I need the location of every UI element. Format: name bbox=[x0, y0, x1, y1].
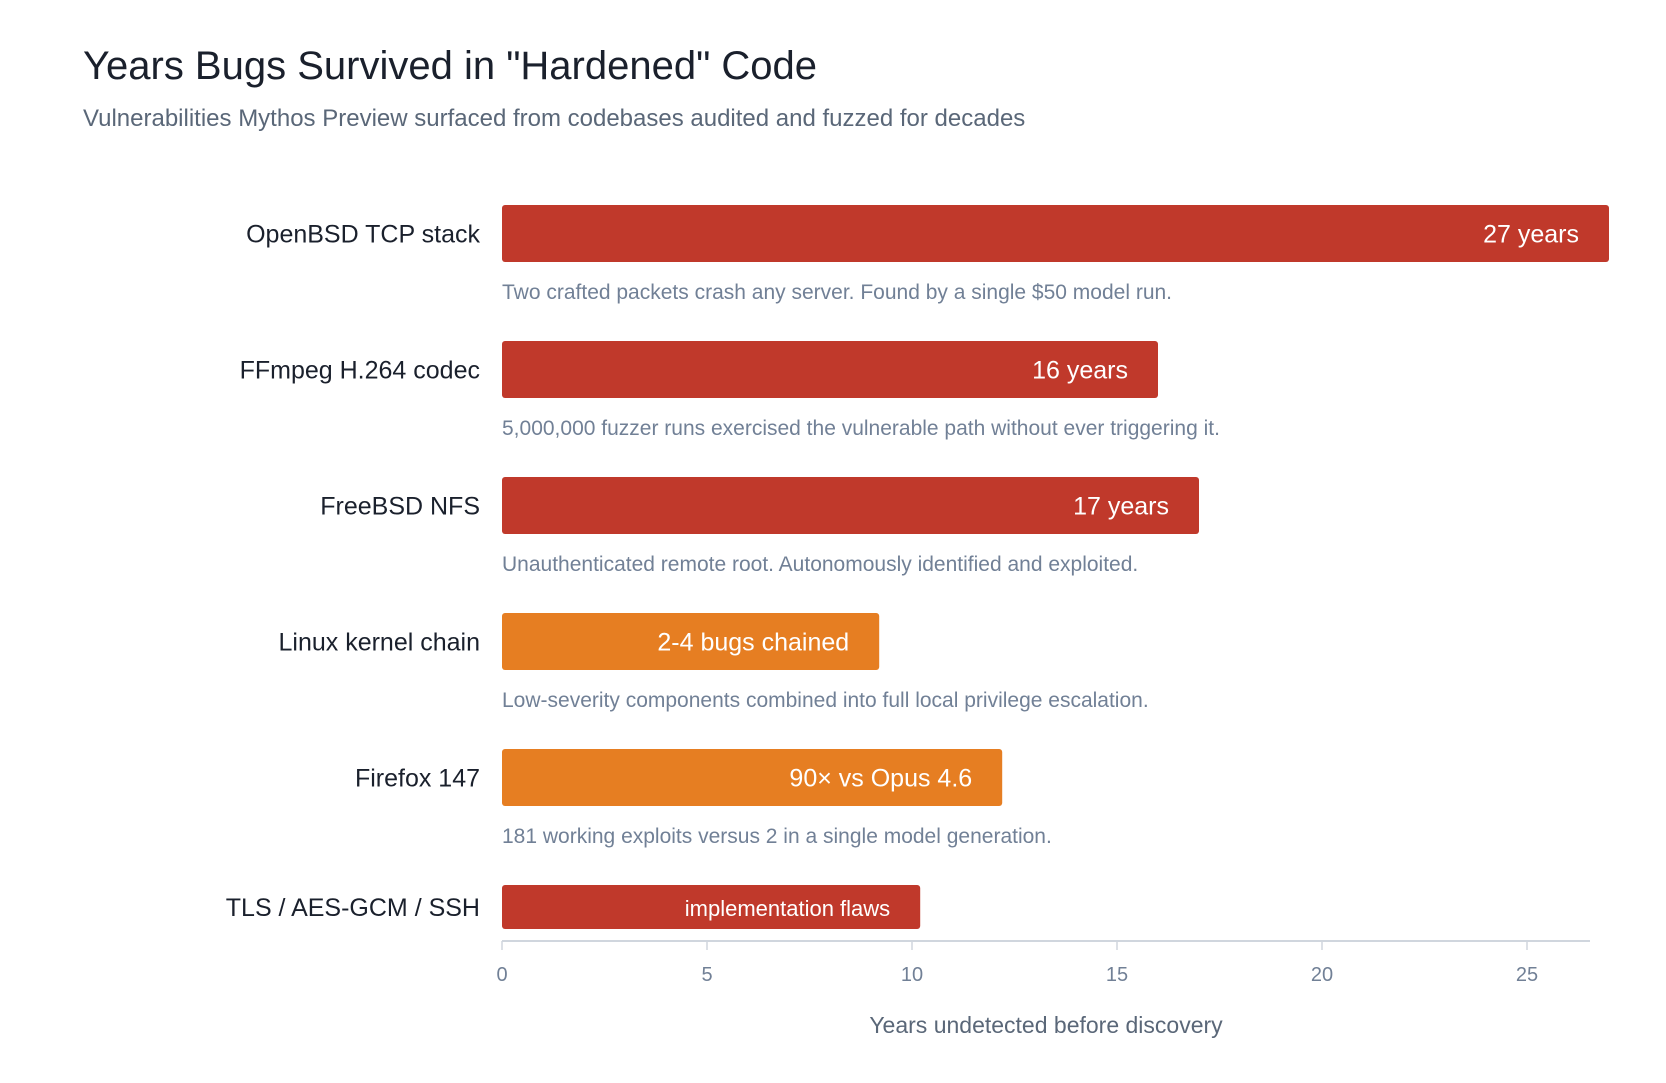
x-tick-label: 25 bbox=[1516, 964, 1538, 986]
x-tick-label: 5 bbox=[701, 964, 712, 986]
x-tick-label: 10 bbox=[901, 964, 923, 986]
bar-value-label: 2-4 bugs chained bbox=[657, 629, 849, 657]
bar-description: 5,000,000 fuzzer runs exercised the vuln… bbox=[502, 417, 1220, 440]
category-label: TLS / AES-GCM / SSH bbox=[226, 894, 480, 922]
chart-title: Years Bugs Survived in "Hardened" Code bbox=[83, 44, 818, 88]
bar-description: Two crafted packets crash any server. Fo… bbox=[502, 281, 1172, 304]
bar-value-label: 17 years bbox=[1073, 493, 1169, 521]
category-label: OpenBSD TCP stack bbox=[246, 221, 480, 249]
chart-subtitle: Vulnerabilities Mythos Preview surfaced … bbox=[83, 105, 1026, 132]
bar bbox=[502, 613, 880, 670]
bar-value-label: implementation flaws bbox=[685, 896, 890, 921]
bar-value-label: 90× vs Opus 4.6 bbox=[789, 765, 972, 793]
x-axis-title: Years undetected before discovery bbox=[869, 1012, 1223, 1038]
bar bbox=[502, 205, 1609, 262]
bar-description: Low-severity components combined into fu… bbox=[502, 689, 1149, 712]
bar-description: 181 working exploits versus 2 in a singl… bbox=[502, 825, 1052, 848]
x-tick-label: 15 bbox=[1106, 964, 1128, 986]
bar bbox=[502, 749, 1003, 806]
bar bbox=[502, 341, 1158, 398]
x-tick-label: 20 bbox=[1311, 964, 1333, 986]
bar-description: Unauthenticated remote root. Autonomousl… bbox=[502, 553, 1138, 576]
bar bbox=[502, 885, 921, 929]
bar bbox=[502, 477, 1199, 534]
category-label: FFmpeg H.264 codec bbox=[240, 357, 480, 385]
x-tick-label: 0 bbox=[496, 964, 507, 986]
bar-value-label: 27 years bbox=[1483, 221, 1579, 249]
category-label: Firefox 147 bbox=[355, 765, 480, 793]
category-label: Linux kernel chain bbox=[278, 629, 480, 657]
bar-value-label: 16 years bbox=[1032, 357, 1128, 385]
category-label: FreeBSD NFS bbox=[320, 493, 480, 521]
